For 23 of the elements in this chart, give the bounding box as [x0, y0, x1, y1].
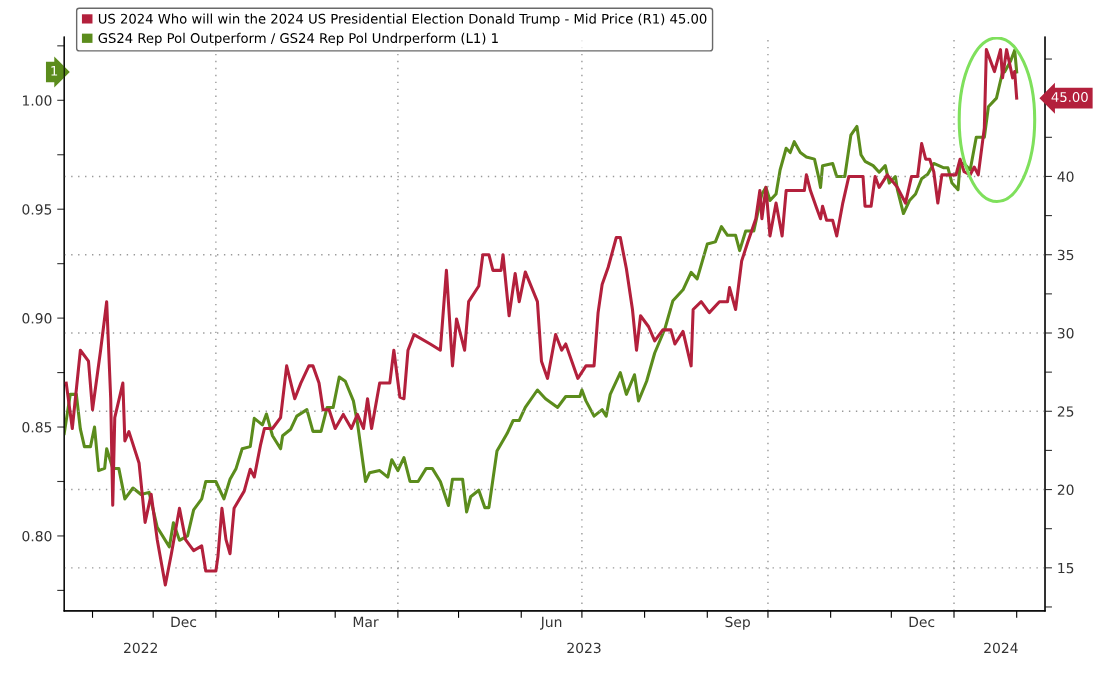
text: 2023	[567, 642, 601, 654]
legend-label: US 2024 Who will win the 2024 US Presidential Election Donald Trump - Mid Price (R1) 45.00	[98, 13, 707, 27]
y-tick-label: 0.90	[22, 313, 52, 324]
text: 1	[51, 66, 58, 76]
x-tick-label: Dec	[909, 616, 935, 628]
x-tick-label: Mar	[353, 616, 379, 628]
text: 45.00	[1051, 92, 1088, 103]
y-tick-label: 1.00	[23, 95, 52, 106]
x-tick-label: Jun	[540, 616, 562, 630]
x-tick-label: Dec	[171, 616, 197, 628]
y2-tick-label: 30	[1057, 327, 1074, 339]
text: 2024	[984, 642, 1018, 654]
text: 2022	[124, 642, 157, 654]
y-tick-label: 0.95	[22, 204, 52, 215]
y2-tick-label: 15	[1058, 562, 1074, 574]
y2-tick-label: 35	[1057, 249, 1074, 261]
legend-label: GS24 Rep Pol Outperform / GS24 Rep Pol Undrperform (L1) 1	[98, 32, 498, 46]
y-tick-label: 0.80	[22, 530, 52, 542]
y2-tick-label: 20	[1057, 484, 1074, 496]
x-tick-label: Sep	[725, 616, 750, 630]
y2-tick-label: 40	[1057, 171, 1074, 182]
y-tick-label: 0.85	[22, 422, 52, 433]
y2-tick-label: 25	[1057, 406, 1074, 417]
